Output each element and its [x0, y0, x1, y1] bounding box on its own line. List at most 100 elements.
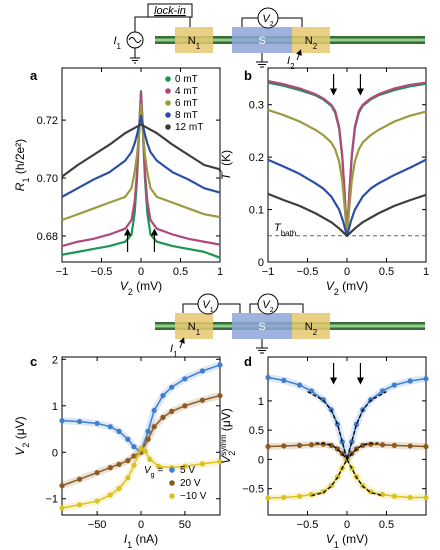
- series-band: [61, 361, 222, 456]
- data-point: [160, 414, 166, 421]
- meter2-wire-left: [249, 303, 258, 313]
- data-point: [308, 442, 315, 448]
- device-contact-label: N2: [305, 35, 318, 51]
- meter-wire-left: [241, 17, 258, 27]
- panel-a: a −1 −0.5 0 0.5 1 0.68 0.70 0.72 V2 (mV) R1 (h/2e²…: [13, 67, 223, 297]
- x-tick-label: −1: [262, 266, 275, 278]
- data-point: [125, 458, 131, 464]
- y-axis-label: R1 (h/2e²): [13, 139, 31, 191]
- device-contact-2: [232, 27, 292, 53]
- data-point: [138, 445, 144, 452]
- device-top: N1 S N2 I1 lock-in V2 I2: [113, 3, 425, 71]
- y-axis-label: V2symm (μV): [219, 408, 238, 464]
- data-point: [199, 397, 206, 403]
- y-tick-label: 0: [258, 257, 264, 269]
- panel-label: b: [244, 68, 252, 83]
- data-point: [423, 494, 429, 501]
- device-contact-label: S: [258, 35, 265, 47]
- x-tick-label: 0.5: [379, 519, 394, 531]
- data-point: [94, 470, 100, 476]
- data-point: [107, 465, 113, 471]
- device-contact-label: S: [258, 321, 265, 333]
- data-point: [59, 505, 65, 511]
- data-point: [59, 418, 65, 424]
- device-contact-3: [292, 27, 330, 53]
- data-point: [160, 392, 166, 399]
- data-point: [265, 495, 271, 501]
- legend-marker: [165, 112, 171, 118]
- data-point: [407, 443, 413, 449]
- series-band: [267, 455, 426, 502]
- y-tick-label: 0.70: [37, 173, 58, 185]
- data-point: [182, 403, 188, 409]
- data-point: [423, 376, 429, 382]
- series-line: [267, 81, 427, 237]
- series-line: [61, 114, 221, 198]
- data-point: [182, 376, 188, 382]
- voltmeter-label: V2: [262, 13, 273, 28]
- fit-line: [315, 442, 379, 461]
- y-tick-label: 0.68: [37, 231, 58, 243]
- data-point: [368, 441, 374, 447]
- data-point: [349, 439, 355, 445]
- meter1-wire-left: [182, 303, 198, 313]
- x-tick-label: 0.5: [379, 266, 394, 278]
- x-tick-label: −50: [88, 519, 107, 531]
- data-point: [391, 382, 397, 388]
- meter1-wire-right: [218, 303, 241, 313]
- device-contact-3: [292, 313, 330, 339]
- data-point: [76, 418, 83, 425]
- data-point: [151, 424, 157, 430]
- x-tick-label: −0.5: [91, 266, 113, 278]
- y-tick-label: 2: [52, 354, 58, 366]
- data-point: [59, 483, 65, 489]
- series-band: [60, 392, 221, 490]
- series-line: [61, 364, 221, 454]
- data-point: [407, 378, 413, 384]
- data-point: [155, 463, 162, 469]
- legend-marker: [165, 88, 171, 94]
- current-arrow-icon: [179, 337, 185, 349]
- device-contact-1: [175, 313, 213, 339]
- data-point: [131, 453, 137, 459]
- legend-entry: 0 mT: [175, 74, 198, 85]
- legend-marker: [165, 124, 171, 130]
- y-tick-label: 0.1: [249, 205, 264, 217]
- legend-entry: −10 V: [180, 491, 207, 502]
- x-tick-label: 50: [179, 519, 191, 531]
- series-line: [267, 192, 427, 237]
- y-tick-label: 0.2: [249, 152, 264, 164]
- legend-header: Vg =: [144, 465, 163, 479]
- panel-b: b −1 −0.5 0 0.5 1 0 0.1 0.2 0.3 V2 (mV) T* (K) Tbath: [217, 67, 429, 297]
- data-point: [297, 442, 303, 448]
- current-arrow-icon: [296, 49, 302, 61]
- series-line: [267, 80, 427, 237]
- x-axis-label: V1 (mV): [326, 532, 368, 550]
- legend-marker: [169, 493, 175, 499]
- data-point: [217, 392, 223, 399]
- data-point: [145, 436, 151, 442]
- data-point: [76, 502, 83, 508]
- lockin-label: lock-in: [154, 5, 186, 17]
- data-point: [320, 488, 326, 495]
- meter2-wire-right: [278, 303, 304, 313]
- y-tick-label: 0.72: [37, 115, 58, 127]
- data-point: [145, 428, 151, 434]
- data-point: [116, 485, 122, 492]
- legend-entry: 5 V: [180, 465, 195, 476]
- data-point: [169, 384, 175, 390]
- data-point: [308, 491, 315, 498]
- ac-wave-icon: [128, 37, 142, 43]
- legend-entry: 20 V: [180, 478, 201, 489]
- data-point: [281, 377, 287, 384]
- device-contact-label: N1: [188, 321, 201, 337]
- x-tick-label: 0: [138, 266, 144, 278]
- legend-entry: 6 mT: [175, 98, 198, 109]
- x-axis-label: V2 (mV): [326, 279, 368, 297]
- voltmeter-1-label: V1: [202, 299, 213, 314]
- y-tick-label: 0: [258, 454, 264, 466]
- series-line: [61, 90, 221, 259]
- x-tick-label: −1: [56, 266, 69, 278]
- data-point: [339, 439, 345, 445]
